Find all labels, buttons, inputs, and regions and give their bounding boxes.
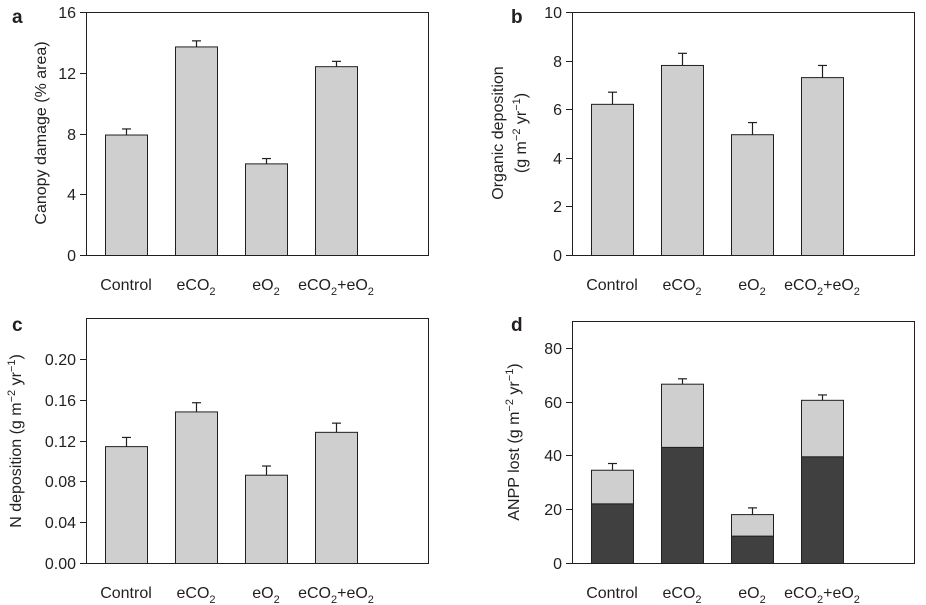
y-axis-title: ANPP lost (g m−2 yr−1) bbox=[504, 363, 523, 520]
y-tick-label: 8 bbox=[67, 127, 76, 144]
x-tick-label: Control bbox=[586, 585, 638, 602]
error-bar bbox=[192, 402, 201, 412]
x-tick-label: eCO2 bbox=[176, 585, 215, 605]
y-tick-label: 40 bbox=[544, 448, 562, 465]
panel-c: c 0.00 0.04 0.08 0.12 0.16 0.20 N deposition (g… bbox=[6, 315, 429, 605]
error-bar bbox=[122, 128, 131, 136]
y-tick-label: 0.00 bbox=[45, 556, 76, 573]
y-tick-label: 10 bbox=[544, 5, 562, 22]
error-bar bbox=[192, 40, 201, 47]
panel-b: b 0 2 4 6 8 10 Organic deposition (g m−2 yr−1) Co… bbox=[490, 5, 915, 298]
y-tick-label: 0.08 bbox=[45, 474, 76, 491]
y-tick-label: 8 bbox=[553, 54, 562, 71]
bar bbox=[315, 431, 358, 565]
panel-d: d 0 20 40 60 80 ANPP lost (g m−2 yr−1) Control e… bbox=[504, 315, 915, 605]
y-tick-label: 4 bbox=[553, 151, 562, 168]
y-tick-label: 60 bbox=[544, 395, 562, 412]
y-tick-label: 0.20 bbox=[45, 352, 76, 369]
bar-lower-segment bbox=[731, 535, 774, 564]
error-bar bbox=[608, 462, 617, 471]
y-tick-label: 2 bbox=[553, 199, 562, 216]
y-tick-label: 80 bbox=[544, 341, 562, 358]
bar bbox=[591, 103, 634, 256]
error-bar bbox=[262, 465, 271, 476]
y-tick-label: 12 bbox=[58, 66, 76, 83]
panel-label: b bbox=[511, 7, 523, 28]
bar bbox=[661, 64, 704, 256]
panel-label: d bbox=[511, 315, 523, 336]
x-tick-label: eCO2+eO2 bbox=[784, 585, 860, 605]
bar bbox=[731, 134, 774, 256]
bar-lower-segment bbox=[801, 456, 844, 564]
error-bar bbox=[678, 378, 687, 385]
y-axis-title: (g m−2 yr−1) bbox=[511, 93, 530, 173]
error-bar bbox=[818, 64, 827, 78]
error-bar bbox=[608, 91, 617, 105]
bar-lower-segment bbox=[661, 446, 704, 564]
panel-a: a 0 4 8 12 16 Canopy damage (% area) Control eCO… bbox=[12, 5, 429, 298]
x-tick-label: eO2 bbox=[252, 277, 279, 298]
x-tick-label: eCO2+eO2 bbox=[784, 277, 860, 298]
x-tick-label: Control bbox=[586, 277, 638, 294]
error-bar bbox=[122, 436, 131, 447]
x-tick-label: Control bbox=[100, 585, 152, 602]
y-tick-label: 0.16 bbox=[45, 393, 76, 410]
bar-upper-segment bbox=[801, 399, 844, 458]
x-tick-label: eO2 bbox=[738, 277, 765, 298]
y-tick-label: 0 bbox=[553, 248, 562, 265]
bar bbox=[105, 446, 148, 564]
bar-upper-segment bbox=[661, 383, 704, 448]
x-tick-label: eCO2+eO2 bbox=[298, 585, 374, 605]
x-tick-label: eO2 bbox=[252, 585, 279, 605]
y-axis-title: N deposition (g m−2 yr−1) bbox=[6, 354, 25, 528]
y-tick-label: 0 bbox=[67, 248, 76, 265]
error-bar bbox=[818, 394, 827, 401]
bar bbox=[245, 163, 288, 256]
bar-lower-segment bbox=[591, 503, 634, 565]
x-tick-label: eCO2 bbox=[662, 585, 701, 605]
panel-label: a bbox=[12, 7, 23, 28]
y-tick-label: 20 bbox=[544, 502, 562, 519]
bar-upper-segment bbox=[591, 469, 634, 505]
x-tick-label: eCO2 bbox=[662, 277, 701, 298]
bar bbox=[315, 66, 358, 256]
bar bbox=[105, 134, 148, 256]
bar bbox=[801, 77, 844, 256]
y-tick-label: 4 bbox=[67, 187, 76, 204]
error-bar bbox=[748, 507, 757, 515]
y-axis-title: Organic deposition bbox=[490, 66, 507, 199]
y-axis-title: Canopy damage (% area) bbox=[33, 41, 50, 224]
y-tick-label: 0.12 bbox=[45, 434, 76, 451]
panel-label: c bbox=[12, 315, 23, 336]
bar bbox=[175, 46, 218, 257]
x-tick-label: eO2 bbox=[738, 585, 765, 605]
y-tick-label: 0 bbox=[553, 556, 562, 573]
x-tick-label: Control bbox=[100, 277, 152, 294]
y-tick-label: 16 bbox=[58, 5, 76, 22]
bar bbox=[175, 411, 218, 564]
y-tick-label: 0.04 bbox=[45, 515, 76, 532]
x-tick-label: eCO2 bbox=[176, 277, 215, 298]
error-bar bbox=[262, 157, 271, 164]
x-tick-label: eCO2+eO2 bbox=[298, 277, 374, 298]
bar-upper-segment bbox=[731, 514, 774, 537]
bar bbox=[245, 474, 288, 565]
error-bar bbox=[678, 52, 687, 66]
error-bar bbox=[748, 121, 757, 135]
error-bar bbox=[332, 422, 341, 433]
error-bar bbox=[332, 60, 341, 67]
y-tick-label: 6 bbox=[553, 102, 562, 119]
